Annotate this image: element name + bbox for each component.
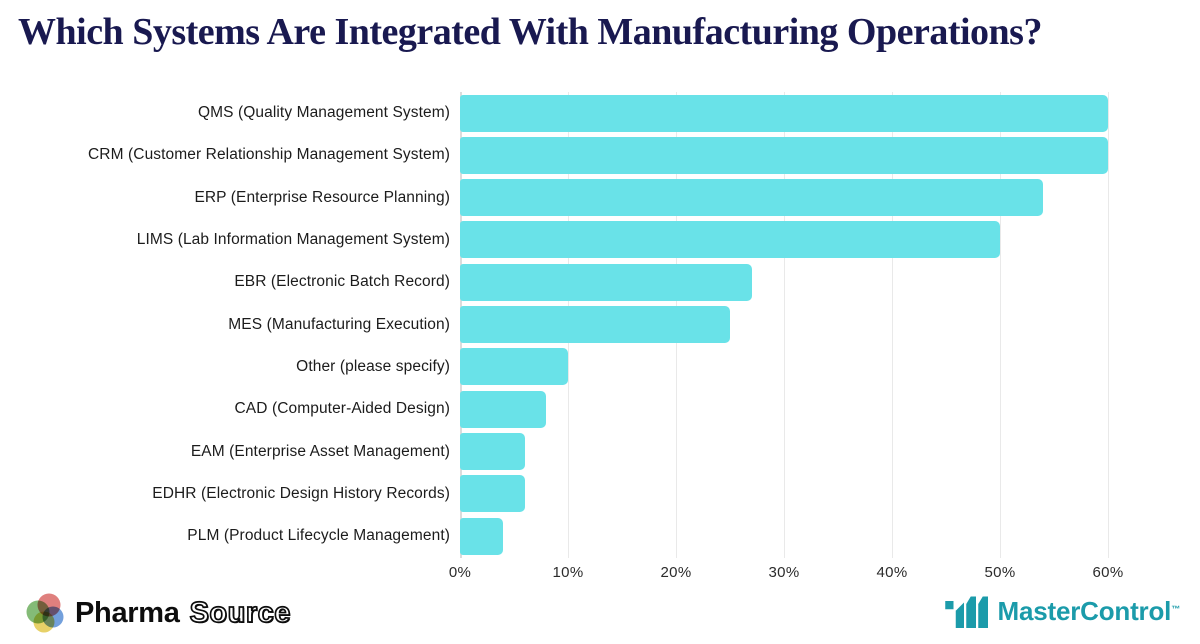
bar xyxy=(460,263,752,301)
category-label: PLM (Product Lifecycle Management) xyxy=(187,527,450,545)
bar xyxy=(460,432,525,470)
bar xyxy=(460,390,547,428)
bar-track xyxy=(460,261,1200,303)
chart-row: EDHR (Electronic Design History Records) xyxy=(0,473,1200,515)
bar-track xyxy=(460,346,1200,388)
mastercontrol-wordmark: MasterControl™ xyxy=(997,596,1181,626)
chart-row: CAD (Computer-Aided Design) xyxy=(0,388,1200,430)
bar xyxy=(460,348,568,386)
x-tick-label: 40% xyxy=(876,564,908,581)
category-label: LIMS (Lab Information Management System) xyxy=(136,231,450,249)
bar-track xyxy=(460,219,1200,261)
bar xyxy=(460,475,525,513)
bar xyxy=(460,517,504,555)
x-tick-label: 30% xyxy=(768,564,800,581)
chart-row: QMS (Quality Management System) xyxy=(0,92,1200,134)
category-label: Other (please specify) xyxy=(296,357,450,375)
category-label: EDHR (Electronic Design History Records) xyxy=(152,484,450,502)
category-label: QMS (Quality Management System) xyxy=(197,104,450,122)
x-tick-label: 10% xyxy=(552,564,584,581)
category-label: EAM (Enterprise Asset Management) xyxy=(190,442,450,460)
bar-track xyxy=(460,473,1200,515)
bar-chart: QMS (Quality Management System) CRM (Cust… xyxy=(0,92,1200,592)
x-tick-label: 20% xyxy=(660,564,692,581)
category-label: EBR (Electronic Batch Record) xyxy=(234,273,450,291)
page-title: Which Systems Are Integrated With Manufa… xyxy=(18,11,1042,53)
bar-track xyxy=(460,92,1200,134)
trademark-symbol: ™ xyxy=(1171,604,1180,614)
x-axis-ticks: 0% 10% 20% 30% 40% 50% 60% xyxy=(449,562,1200,586)
bar-track xyxy=(460,430,1200,472)
chart-row: EAM (Enterprise Asset Management) xyxy=(0,430,1200,472)
pharmasource-wordmark-solid: Pharma xyxy=(75,596,180,629)
x-tick-label: 0% xyxy=(448,564,472,581)
chart-rows: QMS (Quality Management System) CRM (Cust… xyxy=(0,92,1200,557)
bar-track xyxy=(460,134,1200,176)
bar xyxy=(460,221,1000,259)
chart-row: Other (please specify) xyxy=(0,346,1200,388)
pharmasource-wordmark-outline: Source xyxy=(189,596,292,630)
bar xyxy=(460,306,730,344)
chart-row: PLM (Product Lifecycle Management) xyxy=(0,515,1200,557)
chart-row: EBR (Electronic Batch Record) xyxy=(0,261,1200,303)
pharmasource-logo: Pharma Source xyxy=(24,591,291,635)
pharmasource-icon xyxy=(26,593,64,633)
chart-row: MES (Manufacturing Execution) xyxy=(0,303,1200,345)
bar xyxy=(460,136,1108,174)
mastercontrol-icon xyxy=(944,596,988,628)
bar-track xyxy=(460,388,1200,430)
category-label: MES (Manufacturing Execution) xyxy=(228,315,450,333)
bar-track xyxy=(460,303,1200,345)
category-label: ERP (Enterprise Resource Planning) xyxy=(194,188,450,206)
chart-row: LIMS (Lab Information Management System) xyxy=(0,219,1200,261)
bar-track xyxy=(460,177,1200,219)
x-tick-label: 60% xyxy=(1092,564,1124,581)
bar xyxy=(460,94,1108,132)
bar-track xyxy=(460,515,1200,557)
category-label: CAD (Computer-Aided Design) xyxy=(234,400,450,418)
chart-row: CRM (Customer Relationship Management Sy… xyxy=(0,134,1200,176)
bar xyxy=(460,179,1044,217)
chart-row: ERP (Enterprise Resource Planning) xyxy=(0,177,1200,219)
mastercontrol-logo: MasterControl™ xyxy=(944,595,1181,628)
category-label: CRM (Customer Relationship Management Sy… xyxy=(88,146,450,164)
x-tick-label: 50% xyxy=(984,564,1016,581)
